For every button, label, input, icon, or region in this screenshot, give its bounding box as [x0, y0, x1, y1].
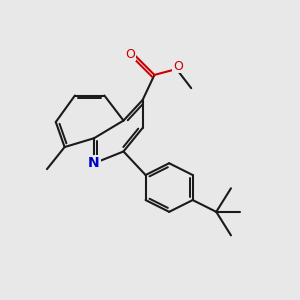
- Text: O: O: [173, 60, 183, 73]
- Text: N: N: [88, 156, 100, 170]
- Text: O: O: [125, 48, 135, 61]
